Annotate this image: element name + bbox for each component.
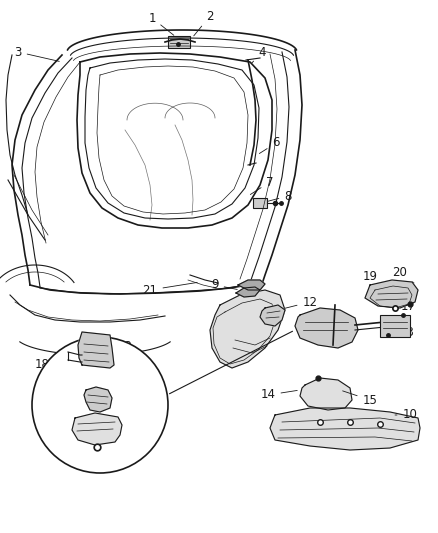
Text: 6: 6 xyxy=(259,136,280,154)
Text: 12: 12 xyxy=(281,295,318,309)
Text: 10: 10 xyxy=(395,408,417,422)
Polygon shape xyxy=(72,413,122,445)
Polygon shape xyxy=(238,280,265,290)
Polygon shape xyxy=(295,308,358,348)
Text: 13: 13 xyxy=(395,326,414,338)
Text: 8: 8 xyxy=(268,190,292,203)
Polygon shape xyxy=(365,280,418,308)
Text: 2: 2 xyxy=(194,10,214,36)
Text: 1: 1 xyxy=(148,12,174,35)
Text: 4: 4 xyxy=(252,45,266,63)
Text: 17: 17 xyxy=(396,300,416,312)
Bar xyxy=(380,315,410,337)
Polygon shape xyxy=(270,408,420,450)
Polygon shape xyxy=(300,378,352,410)
Polygon shape xyxy=(260,305,285,326)
Bar xyxy=(168,36,190,48)
Bar xyxy=(253,198,267,208)
Text: 18: 18 xyxy=(35,358,65,372)
Circle shape xyxy=(32,337,168,473)
Polygon shape xyxy=(78,332,114,368)
Text: 3: 3 xyxy=(14,45,59,61)
Text: 12: 12 xyxy=(102,340,133,352)
Text: 9: 9 xyxy=(211,279,237,292)
Text: 7: 7 xyxy=(251,175,274,195)
Text: 19: 19 xyxy=(363,270,385,284)
Text: 21: 21 xyxy=(142,282,197,296)
Text: 20: 20 xyxy=(392,265,414,283)
Polygon shape xyxy=(236,287,260,297)
Text: 14: 14 xyxy=(261,389,297,401)
Text: 15: 15 xyxy=(343,391,378,407)
Polygon shape xyxy=(84,387,112,412)
Text: 16: 16 xyxy=(116,359,145,373)
Polygon shape xyxy=(210,290,285,368)
